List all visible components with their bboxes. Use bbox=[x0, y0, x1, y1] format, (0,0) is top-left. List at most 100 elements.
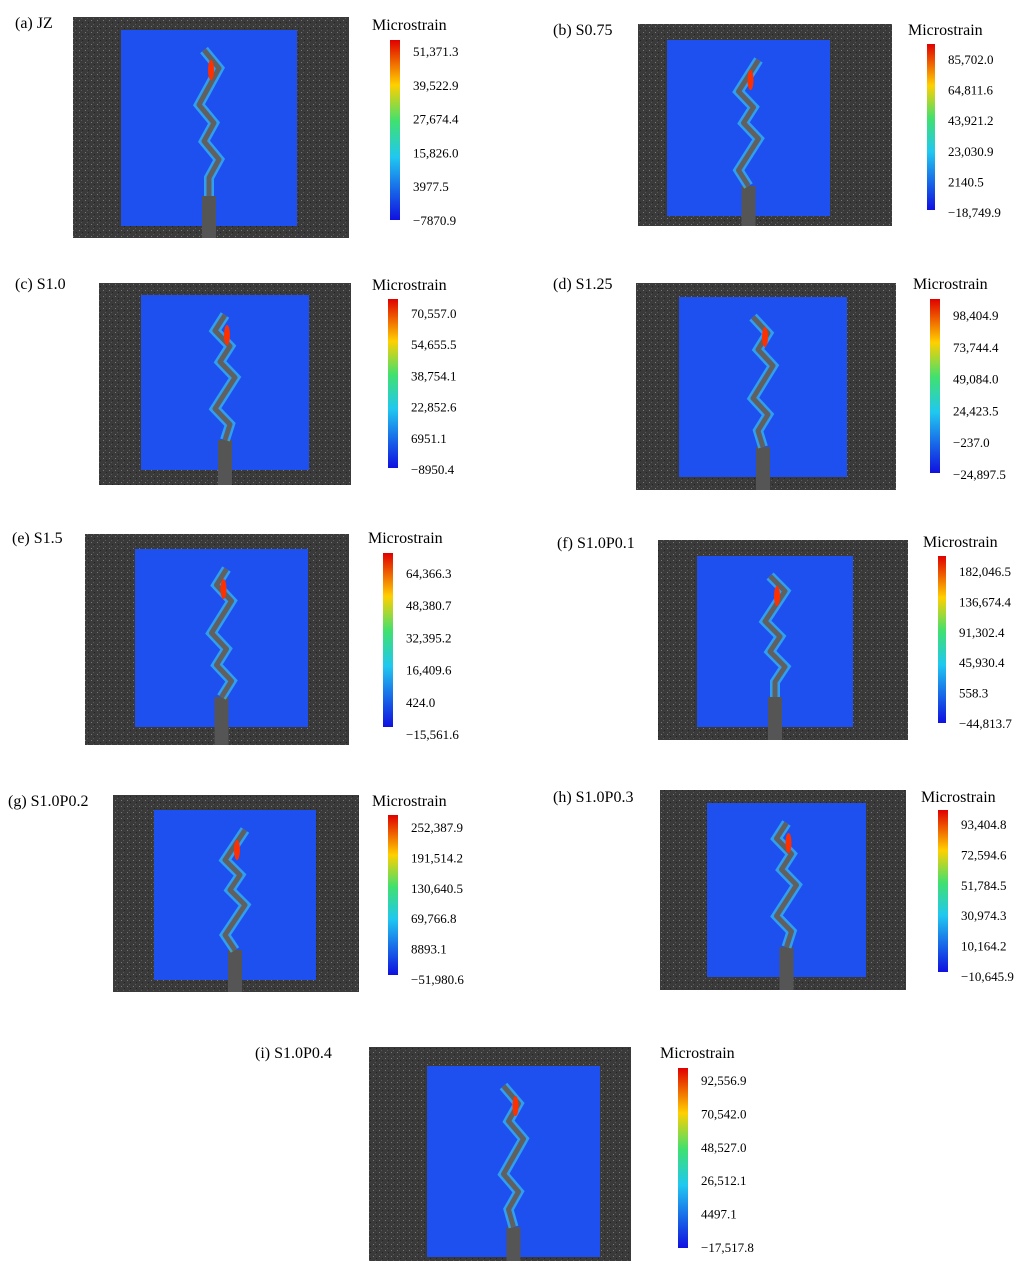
colorbar-tick-label: 3977.5 bbox=[413, 179, 449, 194]
colorbar-tick-label: −18,749.9 bbox=[948, 205, 1001, 220]
colorbar-tick-label: 27,674.4 bbox=[413, 112, 459, 127]
strain-peak bbox=[224, 325, 230, 345]
panel-label: (b) S0.75 bbox=[553, 22, 613, 39]
colorbar-tick-label: 72,594.6 bbox=[961, 847, 1007, 862]
colorbar-tick-label: 424.0 bbox=[406, 695, 435, 710]
panel: (b) S0.75 Microstrain 85,702.0 64,811.6 43,9… bbox=[553, 22, 1001, 226]
strain-peak bbox=[208, 60, 214, 80]
notch bbox=[742, 186, 756, 226]
colorbar-tick-label: 32,395.2 bbox=[406, 630, 452, 645]
colorbar-tick-label: 26,512.1 bbox=[701, 1173, 747, 1188]
strain-peak bbox=[774, 586, 780, 606]
colorbar-tick-label: 98,404.9 bbox=[953, 308, 999, 323]
strain-peak bbox=[748, 70, 754, 90]
colorbar-tick-label: 252,387.9 bbox=[411, 820, 463, 835]
colorbar-tick-label: 73,744.4 bbox=[953, 340, 999, 355]
colorbar-tick-label: 51,784.5 bbox=[961, 878, 1007, 893]
notch bbox=[215, 697, 229, 745]
colorbar-title: Microstrain bbox=[368, 530, 443, 547]
strain-peak bbox=[221, 579, 227, 599]
colorbar-title: Microstrain bbox=[660, 1045, 735, 1062]
colorbar bbox=[938, 556, 946, 723]
colorbar bbox=[390, 40, 400, 220]
colorbar-title: Microstrain bbox=[921, 789, 996, 806]
colorbar-tick-label: 136,674.4 bbox=[959, 594, 1012, 609]
colorbar bbox=[938, 810, 948, 972]
panel-label: (g) S1.0P0.2 bbox=[8, 793, 88, 810]
colorbar-tick-label: 51,371.3 bbox=[413, 44, 459, 59]
colorbar-tick-label: 70,542.0 bbox=[701, 1106, 747, 1121]
colorbar-tick-label: 64,366.3 bbox=[406, 566, 452, 581]
colorbar-tick-label: 22,852.6 bbox=[411, 400, 457, 415]
figure: (a) JZ Microstrain 51,371.3 39,522.9 27,674.… bbox=[0, 0, 1019, 1261]
colorbar-tick-label: −15,561.6 bbox=[406, 727, 459, 742]
colorbar-tick-label: 93,404.8 bbox=[961, 817, 1007, 832]
panel-label: (c) S1.0 bbox=[15, 276, 66, 293]
notch bbox=[202, 196, 216, 238]
notch bbox=[507, 1227, 521, 1261]
colorbar-tick-label: −44,813.7 bbox=[959, 716, 1012, 731]
colorbar-title: Microstrain bbox=[372, 793, 447, 810]
colorbar-tick-label: −8950.4 bbox=[411, 462, 455, 477]
colorbar-tick-label: −51,980.6 bbox=[411, 972, 464, 987]
colorbar-tick-label: 64,811.6 bbox=[948, 83, 994, 98]
colorbar-title: Microstrain bbox=[372, 17, 447, 34]
colorbar-tick-label: 23,030.9 bbox=[948, 144, 994, 159]
colorbar-tick-label: 48,527.0 bbox=[701, 1140, 747, 1155]
panel-label: (e) S1.5 bbox=[12, 530, 63, 547]
colorbar-tick-label: 558.3 bbox=[959, 686, 988, 701]
panel: (h) S1.0P0.3 Microstrain 93,404.8 72,594.6 5… bbox=[553, 789, 1014, 990]
strain-peak bbox=[234, 840, 240, 860]
panel: (c) S1.0Microstrain70,557.054,655.538,75… bbox=[15, 276, 457, 485]
notch bbox=[780, 947, 794, 990]
colorbar-tick-label: 15,826.0 bbox=[413, 145, 459, 160]
colorbar-tick-label: 130,640.5 bbox=[411, 881, 463, 896]
colorbar-tick-label: 182,046.5 bbox=[959, 564, 1011, 579]
strain-peak bbox=[513, 1096, 519, 1116]
panel-label: (h) S1.0P0.3 bbox=[553, 789, 633, 806]
colorbar-title: Microstrain bbox=[908, 22, 983, 39]
colorbar-tick-label: −17,517.8 bbox=[701, 1240, 754, 1255]
colorbar-tick-label: 85,702.0 bbox=[948, 52, 994, 67]
strain-peak bbox=[786, 833, 792, 853]
notch bbox=[228, 950, 242, 992]
colorbar-tick-label: 4497.1 bbox=[701, 1207, 737, 1222]
colorbar bbox=[927, 44, 935, 210]
colorbar-tick-label: −7870.9 bbox=[413, 213, 456, 228]
colorbar-tick-label: −24,897.5 bbox=[953, 467, 1006, 482]
colorbar-tick-label: 2140.5 bbox=[948, 174, 984, 189]
colorbar bbox=[388, 815, 398, 975]
strain-peak bbox=[762, 327, 768, 347]
panel: (e) S1.5 Microstrain 64,366.3 48,380.7 32,39… bbox=[12, 530, 459, 745]
colorbar-tick-label: 8893.1 bbox=[411, 942, 447, 957]
colorbar bbox=[383, 553, 393, 727]
colorbar bbox=[678, 1068, 688, 1248]
colorbar-tick-label: 45,930.4 bbox=[959, 655, 1005, 670]
colorbar-tick-label: −237.0 bbox=[953, 435, 990, 450]
colorbar-tick-label: 30,974.3 bbox=[961, 908, 1007, 923]
colorbar-tick-label: 24,423.5 bbox=[953, 403, 999, 418]
colorbar-tick-label: −10,645.9 bbox=[961, 969, 1014, 984]
colorbar-tick-label: 6951.1 bbox=[411, 431, 447, 446]
colorbar bbox=[930, 299, 940, 473]
colorbar-tick-label: 91,302.4 bbox=[959, 625, 1005, 640]
notch bbox=[768, 697, 782, 740]
panel: (a) JZ Microstrain 51,371.3 39,522.9 27,674.… bbox=[15, 15, 459, 238]
colorbar-tick-label: 16,409.6 bbox=[406, 663, 452, 678]
panel: (g) S1.0P0.2 Microstrain 252,387.9 191,514.… bbox=[8, 793, 464, 992]
colorbar-tick-label: 43,921.2 bbox=[948, 113, 994, 128]
colorbar bbox=[388, 299, 398, 468]
panel-label: (i) S1.0P0.4 bbox=[255, 1045, 332, 1062]
panel: (i) S1.0P0.4Microstrain92,556.970,542.04… bbox=[255, 1045, 754, 1261]
notch bbox=[756, 447, 770, 490]
colorbar-title: Microstrain bbox=[372, 277, 447, 294]
colorbar-tick-label: 39,522.9 bbox=[413, 78, 459, 93]
colorbar-tick-label: 191,514.2 bbox=[411, 850, 463, 865]
colorbar-tick-label: 48,380.7 bbox=[406, 598, 452, 613]
colorbar-tick-label: 38,754.1 bbox=[411, 368, 457, 383]
colorbar-tick-label: 69,766.8 bbox=[411, 911, 457, 926]
panel-label: (a) JZ bbox=[15, 15, 53, 32]
colorbar-title: Microstrain bbox=[923, 534, 998, 551]
